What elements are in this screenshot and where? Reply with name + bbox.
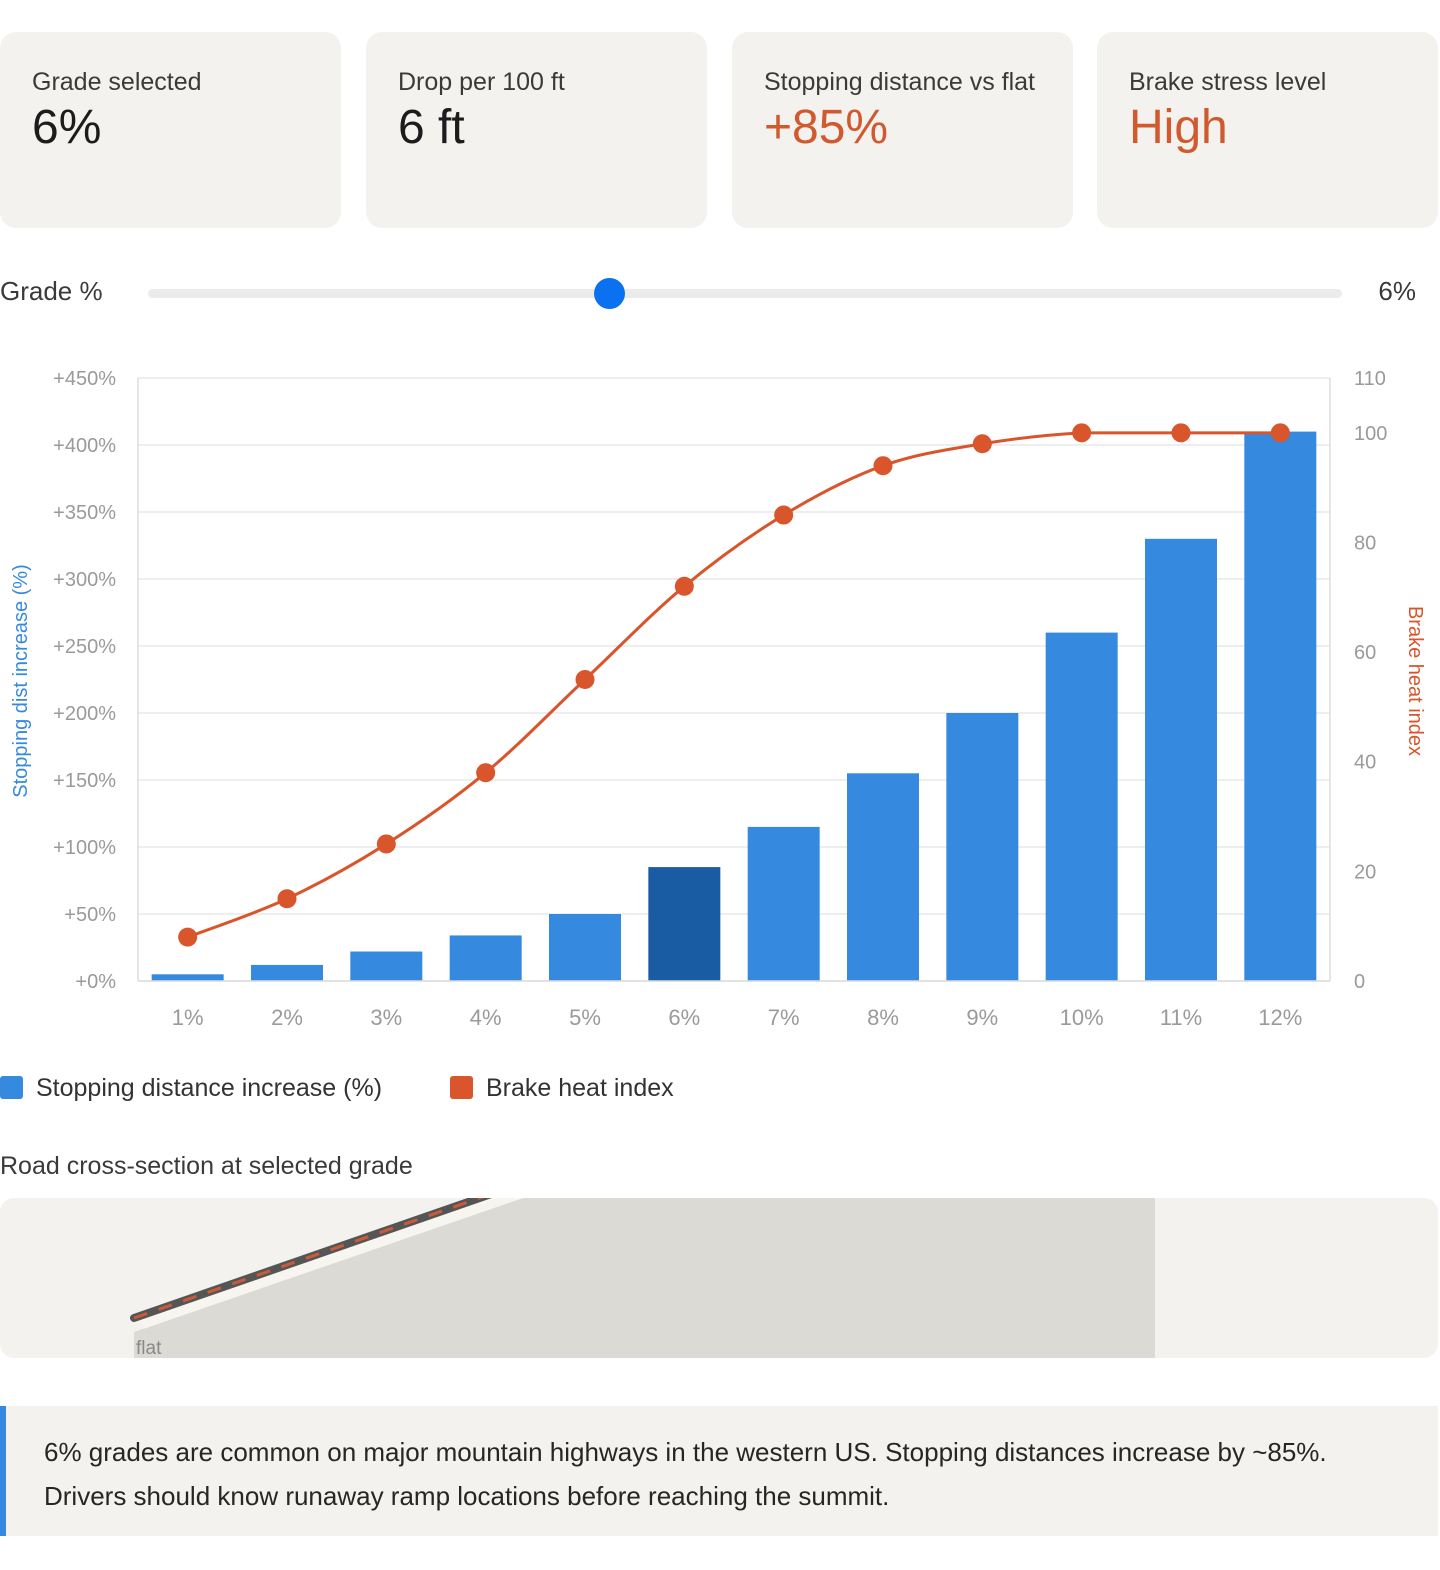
bar: [1244, 431, 1317, 982]
y-left-tick-label: +450%: [53, 368, 116, 390]
x-tick-label: 12%: [1258, 1005, 1302, 1030]
x-tick-label: 11%: [1160, 1005, 1202, 1030]
bar: [251, 964, 323, 981]
x-tick-label: 9%: [966, 1005, 998, 1030]
x-tick-label: 10%: [1060, 1005, 1104, 1030]
legend-swatch-bar: [0, 1076, 23, 1099]
y-left-tick-label: +200%: [53, 703, 116, 725]
brake-heat-point: [972, 434, 992, 454]
brake-heat-point: [178, 927, 198, 947]
y-left-tick-label: +0%: [75, 971, 116, 993]
bar: [1145, 538, 1217, 981]
y-right-tick-label: 110: [1354, 368, 1386, 390]
stat-value: 6 ft: [398, 101, 465, 154]
grade-chart: +0% +50% +100% +150% +200% +250% +300% +350% +40…: [10, 368, 1426, 1030]
bar: [847, 773, 919, 981]
stat-value: 6%: [32, 101, 102, 154]
brake-heat-point: [674, 576, 694, 596]
x-tick-label: 7%: [768, 1005, 800, 1030]
brake-heat-point: [873, 456, 893, 476]
stat-card-brake-stress: Brake stress level High: [1097, 32, 1438, 228]
x-tick-label: 8%: [867, 1005, 899, 1030]
grade-slider-value: 6%: [1378, 276, 1416, 306]
x-tick-label: 2%: [271, 1005, 303, 1030]
bar: [747, 826, 820, 981]
bar: [946, 713, 1019, 981]
bar: [549, 914, 621, 981]
grade-slider-track[interactable]: [148, 289, 1342, 298]
legend-swatch-line: [450, 1076, 473, 1099]
info-note: 6% grades are common on major mountain h…: [0, 1406, 1438, 1536]
stat-card-stopping: Stopping distance vs flat +85%: [732, 32, 1073, 228]
y-left-tick-label: +150%: [53, 770, 116, 792]
y-right-axis-title: Brake heat index: [1404, 606, 1426, 756]
brake-heat-point: [774, 505, 794, 525]
stat-value: High: [1129, 101, 1228, 154]
x-tick-label: 6%: [668, 1005, 700, 1030]
road-section-title: Road cross-section at selected grade: [0, 1152, 413, 1180]
stat-cards: Grade selected 6% Drop per 100 ft 6 ft S…: [0, 32, 1440, 228]
grade-slider-label: Grade %: [0, 276, 103, 306]
y-left-axis-title: Stopping dist increase (%): [10, 564, 32, 797]
y-left-tick-label: +100%: [53, 837, 116, 859]
y-left-tick-label: +250%: [53, 636, 116, 658]
grade-slider-thumb[interactable]: [594, 278, 626, 309]
stat-label: Stopping distance vs flat: [764, 68, 1035, 96]
grade-slider-row: Grade % 6%: [0, 270, 1440, 316]
road-shoulder: [139, 1198, 524, 1329]
y-left-tick-label: +50%: [64, 904, 116, 926]
brake-heat-point: [575, 670, 595, 689]
bar: [648, 867, 721, 981]
road-embankment: [134, 1198, 1155, 1358]
road-cross-section: flat: [0, 1198, 1438, 1358]
bar: [350, 951, 423, 981]
y-right-tick-label: 0: [1354, 971, 1365, 993]
bar: [1045, 632, 1118, 981]
y-left-tick-label: +300%: [53, 569, 116, 591]
stat-label: Grade selected: [32, 68, 202, 96]
y-left-tick-label: +350%: [53, 502, 116, 524]
y-right-tick-label: 40: [1354, 752, 1376, 774]
y-right-tick-label: 100: [1354, 423, 1387, 445]
road-center-line: [133, 1198, 485, 1320]
legend-label: Stopping distance increase (%): [36, 1074, 383, 1102]
brake-heat-point: [376, 834, 396, 854]
x-tick-label: 5%: [569, 1005, 601, 1030]
stat-value: +85%: [764, 101, 889, 154]
flat-label: flat: [136, 1338, 162, 1358]
y-right-tick-label: 80: [1354, 532, 1376, 554]
x-tick-label: 3%: [370, 1005, 402, 1030]
legend-label: Brake heat index: [486, 1074, 674, 1102]
stat-card-grade: Grade selected 6%: [0, 32, 341, 228]
stat-label: Drop per 100 ft: [398, 68, 565, 96]
brake-heat-point: [1072, 423, 1092, 443]
x-tick-label: 1%: [172, 1005, 204, 1030]
y-left-tick-label: +400%: [53, 435, 116, 457]
bar: [449, 935, 522, 981]
road-diagram: flat: [130, 1198, 1155, 1358]
y-right-tick-label: 20: [1354, 861, 1376, 883]
bar: [151, 974, 224, 981]
stat-label: Brake stress level: [1129, 68, 1327, 96]
x-tick-label: 4%: [470, 1005, 502, 1030]
brake-heat-point: [1270, 423, 1290, 443]
y-right-tick-label: 60: [1354, 642, 1376, 664]
brake-heat-point: [277, 889, 297, 909]
brake-heat-point: [1171, 423, 1191, 443]
stat-card-drop: Drop per 100 ft 6 ft: [366, 32, 707, 228]
brake-heat-point: [476, 763, 496, 783]
